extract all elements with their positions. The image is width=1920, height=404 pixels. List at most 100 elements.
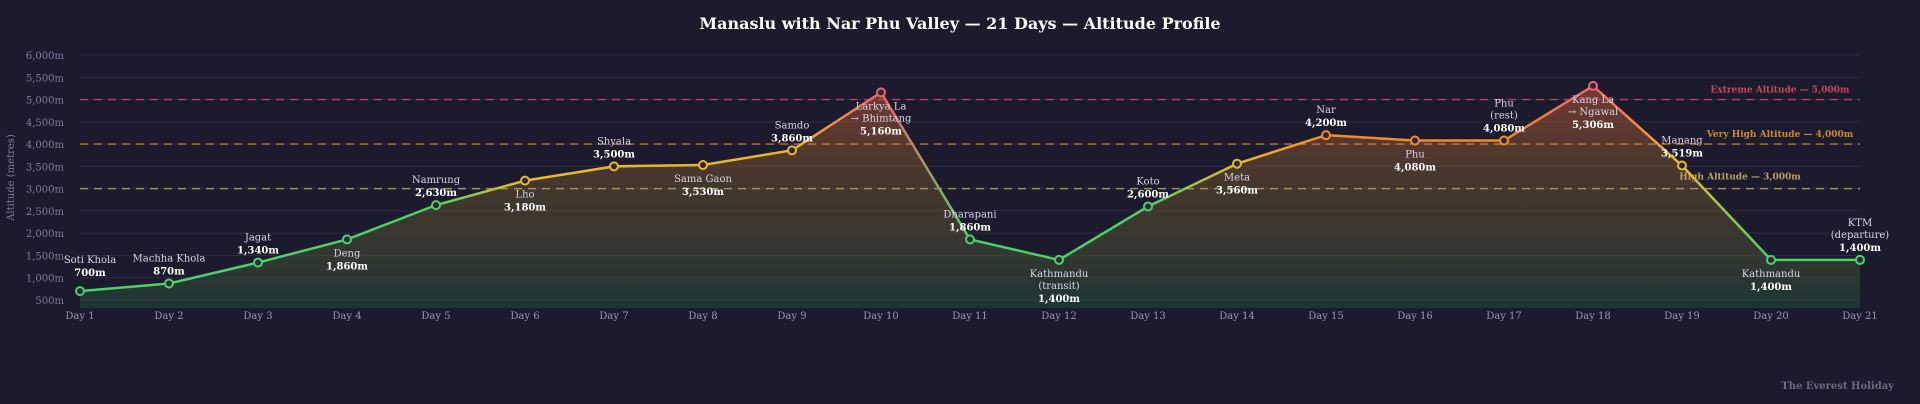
- data-point[interactable]: [164, 278, 174, 289]
- point-altitude-label: 1,860m: [326, 261, 368, 272]
- line-segment: [1680, 164, 1773, 262]
- point-place-label: Koto: [1136, 176, 1159, 187]
- point-altitude-label: 1,340m: [237, 246, 279, 257]
- x-tick-label: Day 6: [510, 311, 539, 322]
- point-place-label: Larkya La: [856, 101, 907, 112]
- data-point[interactable]: [1321, 130, 1331, 141]
- reference-line-label: High Altitude — 3,000m: [1679, 173, 1801, 183]
- line-segment: [523, 165, 616, 182]
- y-tick-label: 4,000m: [26, 140, 65, 151]
- y-tick-label: 2,500m: [26, 207, 65, 218]
- x-tick-label: Day 15: [1308, 311, 1344, 322]
- data-point[interactable]: [1499, 135, 1509, 146]
- x-tick-label: Day 14: [1219, 311, 1255, 322]
- point-place-label: Dharapani: [943, 209, 996, 220]
- y-tick-label: 3,000m: [26, 185, 65, 196]
- point-altitude-label: 3,180m: [504, 203, 546, 214]
- point-altitude-label: 3,500m: [593, 149, 635, 160]
- point-place-label: Kathmandu: [1030, 269, 1089, 280]
- x-tick-label: Day 4: [332, 311, 361, 322]
- x-tick-label: Day 19: [1664, 311, 1700, 322]
- point-place-label: Nar: [1316, 105, 1336, 116]
- point-place-label: Kang La: [1572, 95, 1614, 106]
- point-place-label: KTM: [1848, 218, 1872, 229]
- y-axis-label: Altitude (metres): [6, 134, 17, 222]
- x-tick-label: Day 1: [65, 311, 94, 322]
- line-segment: [345, 203, 438, 241]
- point-altitude-label: 2,630m: [415, 188, 457, 199]
- y-tick-label: 3,500m: [26, 162, 65, 173]
- point-place-label: (departure): [1831, 230, 1890, 241]
- data-point[interactable]: [787, 145, 797, 156]
- credit-watermark: The Everest Holiday: [1781, 381, 1894, 392]
- point-altitude-label: 1,400m: [1839, 243, 1881, 254]
- line-segment: [612, 163, 705, 168]
- line-segment: [434, 179, 527, 207]
- data-point[interactable]: [1766, 254, 1776, 265]
- data-point[interactable]: [1855, 254, 1865, 265]
- line-segment: [167, 261, 260, 285]
- data-point[interactable]: [1143, 201, 1153, 212]
- line-segment: [1502, 84, 1595, 142]
- point-place-label: → Bhimtang: [851, 113, 912, 124]
- x-tick-label: Day 2: [154, 311, 183, 322]
- point-place-label: Jagat: [244, 233, 271, 244]
- x-tick-label: Day 10: [863, 311, 899, 322]
- point-altitude-label: 1,400m: [1750, 282, 1792, 293]
- point-place-label: (transit): [1038, 281, 1079, 292]
- x-tick-label: Day 5: [421, 311, 450, 322]
- point-altitude-label: 5,160m: [860, 126, 902, 137]
- line-segment: [78, 282, 171, 293]
- point-altitude-label: 870m: [153, 267, 185, 278]
- point-altitude-label: 700m: [74, 268, 106, 279]
- point-place-label: Phu: [1405, 150, 1425, 161]
- line-segment: [879, 91, 972, 241]
- data-point[interactable]: [75, 286, 85, 297]
- line-segment: [790, 91, 883, 152]
- data-point[interactable]: [1410, 135, 1420, 146]
- data-point[interactable]: [965, 234, 975, 245]
- data-point[interactable]: [609, 161, 619, 172]
- point-place-label: → Ngawal: [1568, 107, 1618, 118]
- x-tick-label: Day 7: [599, 311, 628, 322]
- y-tick-label: 5,500m: [26, 73, 65, 84]
- y-tick-label: 2,000m: [26, 229, 65, 240]
- point-altitude-label: 3,860m: [771, 133, 813, 144]
- data-point[interactable]: [1677, 160, 1687, 171]
- line-segment: [1235, 133, 1328, 165]
- point-place-label: Machha Khola: [133, 254, 206, 265]
- reference-line-label: Extreme Altitude — 5,000m: [1711, 86, 1850, 96]
- x-tick-label: Day 8: [688, 311, 717, 322]
- point-place-label: Sama Gaon: [674, 174, 732, 185]
- point-altitude-label: 2,600m: [1127, 189, 1169, 200]
- point-altitude-label: 1,400m: [1038, 294, 1080, 305]
- data-point[interactable]: [1232, 158, 1242, 169]
- data-point[interactable]: [1054, 254, 1064, 265]
- data-point[interactable]: [1588, 80, 1598, 91]
- x-tick-label: Day 20: [1753, 311, 1789, 322]
- point-altitude-label: 4,200m: [1305, 118, 1347, 129]
- point-place-label: Lho: [515, 190, 534, 201]
- point-altitude-label: 3,530m: [682, 187, 724, 198]
- point-place-label: Kathmandu: [1742, 269, 1801, 280]
- x-tick-label: Day 13: [1130, 311, 1166, 322]
- data-point[interactable]: [342, 234, 352, 245]
- line-segment: [1146, 162, 1239, 208]
- line-segment: [1591, 84, 1684, 167]
- data-point[interactable]: [431, 200, 441, 211]
- point-altitude-label: 3,560m: [1216, 186, 1258, 197]
- point-place-label: (rest): [1490, 111, 1518, 122]
- y-tick-label: 5,000m: [26, 96, 65, 107]
- y-tick-label: 6,000m: [26, 51, 65, 62]
- x-tick-label: Day 9: [777, 311, 806, 322]
- data-point[interactable]: [520, 175, 530, 186]
- point-place-label: Phu: [1494, 99, 1514, 110]
- x-tick-label: Day 12: [1041, 311, 1077, 322]
- x-tick-label: Day 3: [243, 311, 272, 322]
- data-point[interactable]: [876, 87, 886, 98]
- data-point[interactable]: [698, 160, 708, 171]
- x-tick-label: Day 21: [1842, 311, 1878, 322]
- data-point[interactable]: [253, 257, 263, 268]
